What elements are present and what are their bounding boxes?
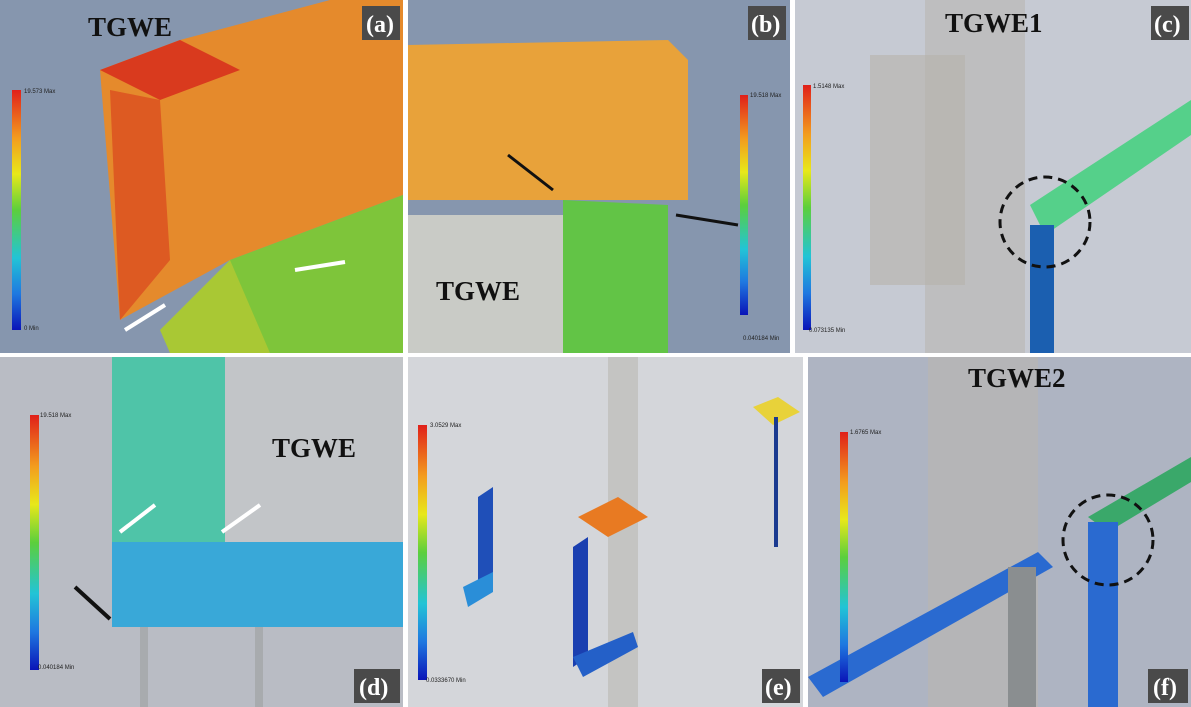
panel-title: TGWE2 — [968, 363, 1066, 393]
legend-max: 1.6765 Max — [850, 430, 881, 436]
legend-max: 19.518 Max — [750, 93, 781, 99]
legend-max: 19.573 Max — [24, 89, 55, 95]
panel-title: TGWE — [88, 12, 172, 42]
legend-min: 0 Min — [24, 326, 39, 332]
panel-title: TGWE1 — [945, 8, 1043, 38]
panel-c: 1.5148 Max 0.073135 Min TGWE1 (c) — [795, 0, 1191, 353]
legend-min: 0.040184 Min — [743, 336, 779, 342]
panel-a: 19.573 Max 0 Min TGWE (a) — [0, 0, 403, 353]
legend-max: 1.5148 Max — [813, 84, 844, 90]
panel-label: (d) — [359, 675, 388, 701]
legend-min: 0.040184 Min — [38, 665, 74, 671]
panel-label: (a) — [366, 12, 394, 38]
panel-b: 19.518 Max 0.040184 Min TGWE (b) — [408, 0, 790, 353]
panel-label: (f) — [1153, 675, 1177, 701]
panel-title: TGWE — [436, 276, 520, 306]
panel-e: 3.0529 Max 0.0333670 Min (e) — [408, 357, 803, 707]
panel-f: 1.6765 Max TGWE2 (f) — [808, 357, 1191, 707]
legend-max: 3.0529 Max — [430, 423, 461, 429]
legend-min: 0.0333670 Min — [426, 678, 466, 684]
figure: 19.573 Max 0 Min TGWE (a) 19.518 Max 0.0… — [0, 0, 1191, 707]
legend-min: 0.073135 Min — [809, 328, 845, 334]
legend-max: 19.518 Max — [40, 413, 71, 419]
panel-label: (e) — [765, 675, 792, 701]
panel-label: (c) — [1154, 12, 1181, 38]
panel-d: 19.518 Max 0.040184 Min TGWE (d) — [0, 357, 403, 707]
panel-title: TGWE — [272, 433, 356, 463]
panel-label: (b) — [751, 12, 780, 38]
